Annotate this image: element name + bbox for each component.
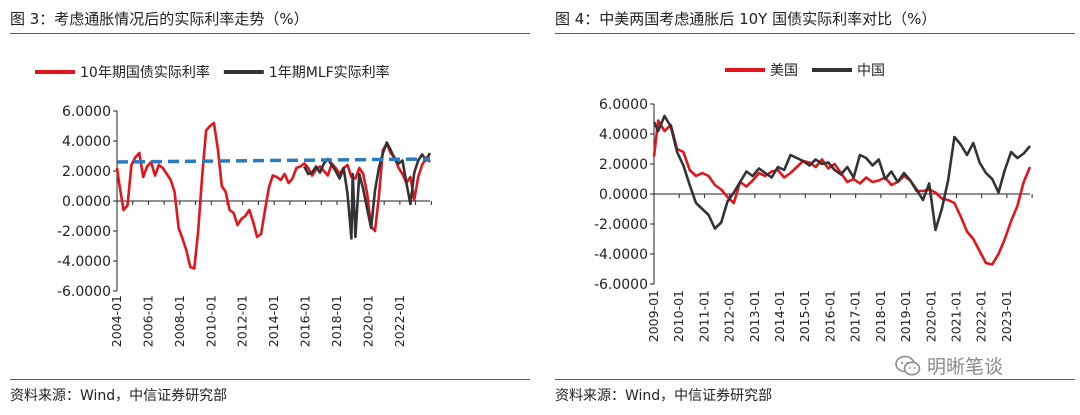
x-tick-label: 2020-01 xyxy=(923,290,938,342)
y-tick-label: 2.0000 xyxy=(62,164,111,180)
x-tick-label: 2022-01 xyxy=(392,295,407,347)
x-tick-label: 2006-01 xyxy=(140,295,155,347)
x-tick-label: 2018-01 xyxy=(329,295,344,347)
series-line-0 xyxy=(115,121,431,270)
legend: 美国 中国 xyxy=(725,63,885,79)
series-line-2 xyxy=(116,157,431,164)
right-source-rule xyxy=(555,379,1075,380)
y-tick-label: 4.0000 xyxy=(62,134,111,150)
left-source-note: 资料来源：Wind，中信证券研究部 xyxy=(10,388,228,404)
legend-label-1: 1年期MLF实际利率 xyxy=(269,64,390,81)
y-tick-label: 0.0000 xyxy=(62,194,111,210)
x-tick-label: 2012-01 xyxy=(235,295,250,347)
x-tick-label: 2012-01 xyxy=(722,290,737,342)
legend-label-1: 中国 xyxy=(857,63,885,79)
x-tick-label: 2014-01 xyxy=(772,290,787,342)
x-tick-label: 2021-01 xyxy=(948,290,963,342)
x-tick-label: 2011-01 xyxy=(696,290,711,342)
y-tick-label: -6.0000 xyxy=(57,284,111,300)
x-tick-label: 2004-01 xyxy=(109,295,124,347)
y-tick-label: -2.0000 xyxy=(57,224,111,240)
x-tick-label: 2013-01 xyxy=(747,290,762,342)
y-tick-label: 4.0000 xyxy=(599,127,648,143)
x-tick-label: 2023-01 xyxy=(999,290,1014,342)
legend-label-0: 美国 xyxy=(770,63,798,79)
y-tick-label: 6.0000 xyxy=(599,97,648,113)
right-source-note: 资料来源：Wind，中信证券研究部 xyxy=(555,388,773,404)
x-tick-label: 2010-01 xyxy=(671,290,686,342)
x-tick-label: 2015-01 xyxy=(797,290,812,342)
y-tick-label: -4.0000 xyxy=(57,254,111,270)
x-tick-label: 2014-01 xyxy=(266,295,281,347)
left-chart-svg: 10年期国债实际利率 1年期MLF实际利率 6.0000 4.0000 2.0000 0.… xyxy=(35,64,432,347)
x-tick-label: 2022-01 xyxy=(974,290,989,342)
legend: 10年期国债实际利率 1年期MLF实际利率 xyxy=(35,64,390,81)
x-tick-label: 2018-01 xyxy=(873,290,888,342)
y-tick-label: 0.0000 xyxy=(599,187,648,203)
x-tick-label: 2010-01 xyxy=(203,295,218,347)
series-line-1 xyxy=(652,114,1031,232)
right-chart-panel: 图 4：中美两国考虑通胀后 10Y 国债实际利率对比（%） 美国 中国 6.0000… xyxy=(555,0,1075,415)
x-tick-label: 2019-01 xyxy=(898,290,913,342)
x-tick-label: 2009-01 xyxy=(646,290,661,342)
left-source-rule xyxy=(10,379,530,380)
y-tick-label: -4.0000 xyxy=(594,247,648,263)
y-tick-label: -6.0000 xyxy=(594,277,648,293)
x-tick-label: 2016-01 xyxy=(298,295,313,347)
x-tick-label: 2016-01 xyxy=(822,290,837,342)
left-chart-title: 图 3：考虑通胀情况后的实际利率走势（%） xyxy=(10,10,309,28)
x-tick-label: 2008-01 xyxy=(172,295,187,347)
right-chart-svg: 美国 中国 6.0000 4.0000 2.0000 0.0000 -2.0000 -4.00… xyxy=(594,63,1033,342)
y-tick-label: -2.0000 xyxy=(594,217,648,233)
wechat-icon xyxy=(895,355,921,375)
right-title-rule xyxy=(555,33,1075,34)
watermark: 明晰笔谈 xyxy=(895,352,1003,379)
y-tick-label: 6.0000 xyxy=(62,104,111,120)
x-tick-label: 2017-01 xyxy=(848,290,863,342)
x-tick-label: 2020-01 xyxy=(360,295,375,347)
right-chart-title: 图 4：中美两国考虑通胀后 10Y 国债实际利率对比（%） xyxy=(555,10,937,28)
y-tick-label: 2.0000 xyxy=(599,157,648,173)
left-chart-panel: 图 3：考虑通胀情况后的实际利率走势（%） 10年期国债实际利率 1年期MLF实际… xyxy=(10,0,530,415)
left-title-rule xyxy=(10,33,530,34)
watermark-text: 明晰笔谈 xyxy=(927,356,1004,378)
legend-label-0: 10年期国债实际利率 xyxy=(80,64,210,81)
